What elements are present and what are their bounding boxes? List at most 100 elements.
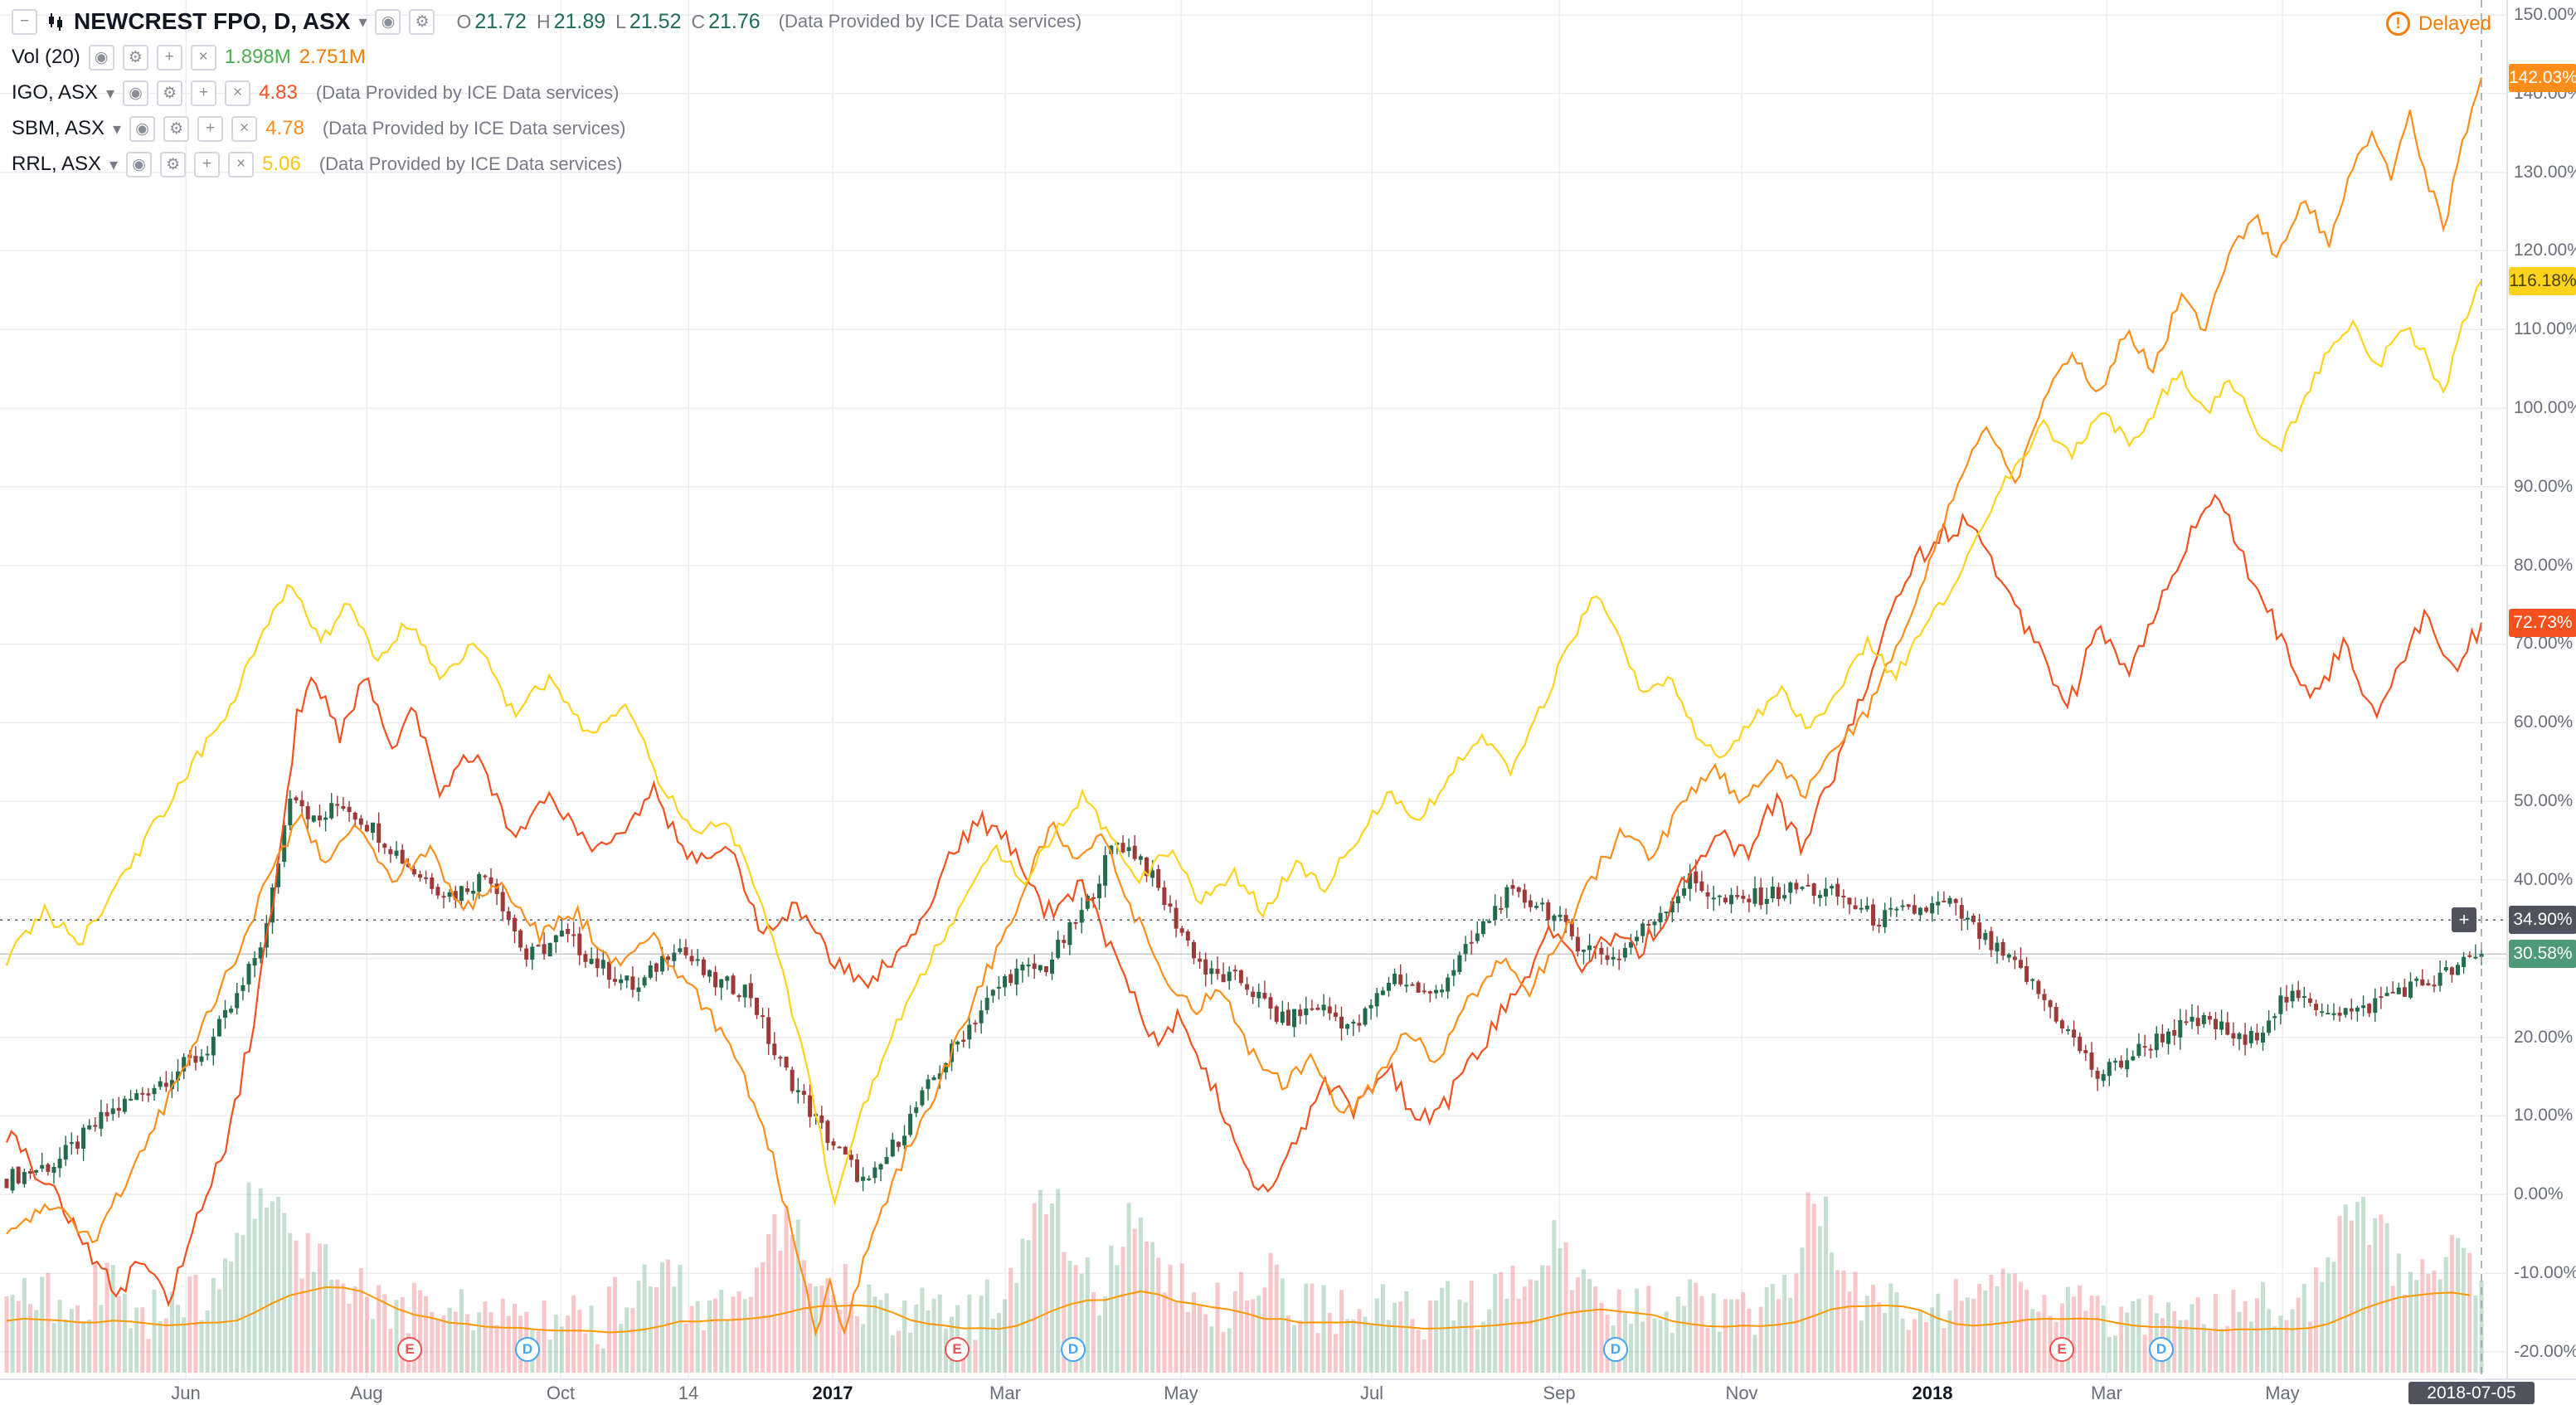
legend-row-rrl: RRL, ASX ▾ ◉ ⚙ + × 5.06 (Data Provided by ICE D…	[12, 149, 1081, 179]
price-badge: 72.73%	[2509, 608, 2576, 637]
dividends-marker[interactable]: D	[2149, 1337, 2174, 1362]
earnings-marker[interactable]: E	[397, 1337, 422, 1362]
igo-label[interactable]: IGO, ASX	[12, 81, 99, 104]
eye-icon[interactable]: ◉	[126, 151, 153, 177]
warning-icon: !	[2385, 12, 2410, 36]
price-badge: 30.58%	[2509, 940, 2576, 969]
price-badge: 142.03%	[2509, 63, 2576, 92]
close-icon[interactable]: ×	[225, 80, 251, 106]
y-axis-label: 90.00%	[2514, 476, 2574, 496]
dividends-marker[interactable]: D	[1061, 1337, 1086, 1362]
chart-pane[interactable]: − NEWCREST FPO, D, ASX ▾ ◉ ⚙ O 21.72 H 21.…	[0, 0, 2506, 1378]
x-axis-label: 2018	[1912, 1383, 1953, 1403]
gear-icon[interactable]: ⚙	[409, 8, 435, 35]
main-symbol-row: − NEWCREST FPO, D, ASX ▾ ◉ ⚙ O 21.72 H 21.…	[12, 7, 1081, 36]
y-axis-label: 0.00%	[2514, 1184, 2564, 1204]
open-value: 21.72	[474, 9, 527, 33]
y-axis-label: 40.00%	[2514, 869, 2574, 889]
legend-row-vol: Vol (20) ◉ ⚙ + × 1.898M 2.751M	[12, 42, 1081, 72]
sbm-label[interactable]: SBM, ASX	[12, 117, 105, 139]
x-axis-label: Sep	[1543, 1383, 1576, 1403]
gear-icon[interactable]: ⚙	[163, 115, 190, 142]
data-provider-note: (Data Provided by ICE Data services)	[778, 11, 1082, 32]
chart-type-icon	[46, 12, 66, 32]
x-axis-label: Jun	[171, 1383, 201, 1403]
plus-icon[interactable]: +	[156, 44, 182, 70]
legend-rows: Vol (20) ◉ ⚙ + × 1.898M 2.751M IGO, ASX ▾ ◉ ⚙ + × 4.8…	[12, 42, 1081, 179]
ohlc: O 21.72 H 21.89 L 21.52 C 21.76	[446, 10, 760, 34]
x-axis-label: 14	[678, 1383, 699, 1403]
x-axis-label: Nov	[1725, 1383, 1758, 1403]
y-axis-label: 110.00%	[2514, 319, 2576, 339]
price-axis[interactable]: 150.00% 140.00% 130.00% 120.00% 110.00% 100.0…	[2506, 0, 2576, 1378]
chevron-down-icon[interactable]: ▾	[358, 12, 367, 32]
igo-line[interactable]	[5, 493, 2483, 1308]
dividends-marker[interactable]: D	[1603, 1337, 1628, 1362]
eye-icon[interactable]: ◉	[88, 44, 114, 70]
compare-lines	[5, 77, 2483, 1337]
y-axis-label: 80.00%	[2514, 555, 2574, 575]
eye-icon[interactable]: ◉	[375, 8, 401, 35]
y-axis-label: 20.00%	[2514, 1027, 2574, 1047]
plus-icon[interactable]: +	[191, 80, 217, 106]
price-chart[interactable]	[0, 0, 2506, 1378]
x-axis-label: May	[1164, 1383, 1198, 1403]
close-icon[interactable]: ×	[231, 115, 258, 142]
sbm-value-0: 4.78	[265, 117, 304, 139]
delayed-badge[interactable]: ! Delayed	[2385, 12, 2491, 36]
x-axis-label: May	[2265, 1383, 2300, 1403]
x-axis-label: Mar	[989, 1383, 1021, 1403]
gear-icon[interactable]: ⚙	[160, 151, 187, 177]
collapse-icon[interactable]: −	[12, 8, 37, 35]
x-axis-label: Jul	[1359, 1383, 1384, 1403]
y-axis-label: 50.00%	[2514, 791, 2574, 811]
earnings-marker[interactable]: E	[945, 1337, 970, 1362]
close-icon[interactable]: ×	[190, 44, 216, 70]
rrl-line[interactable]	[5, 280, 2482, 1207]
low-label: L	[615, 10, 626, 32]
dividends-marker[interactable]: D	[515, 1337, 540, 1362]
price-badge: 116.18%	[2509, 266, 2576, 295]
x-axis-label: Oct	[546, 1383, 576, 1403]
x-axis-label: Mar	[2091, 1383, 2122, 1403]
gear-icon[interactable]: ⚙	[122, 44, 148, 70]
igo-value-0: 4.83	[259, 81, 298, 104]
y-axis-label: -10.00%	[2514, 1262, 2576, 1282]
vol-label[interactable]: Vol (20)	[12, 46, 80, 68]
volume-bars	[4, 1182, 2484, 1373]
time-axis[interactable]: 2018-07-05 Jun Aug Oct 14 2017 Mar May Jul Sep No…	[0, 1378, 2576, 1405]
data-provider-note: (Data Provided by ICE Data services)	[315, 82, 620, 103]
open-label: O	[456, 10, 472, 32]
y-axis-label: 150.00%	[2514, 5, 2576, 24]
close-label: C	[691, 10, 706, 32]
symbol-title[interactable]: NEWCREST FPO, D, ASX	[74, 8, 351, 34]
plus-icon[interactable]: +	[194, 151, 221, 177]
chevron-down-icon[interactable]: ▾	[106, 84, 115, 103]
delayed-label: Delayed	[2418, 12, 2491, 35]
legend: − NEWCREST FPO, D, ASX ▾ ◉ ⚙ O 21.72 H 21.…	[12, 7, 1081, 185]
chevron-down-icon[interactable]: ▾	[113, 119, 122, 139]
eye-icon[interactable]: ◉	[123, 80, 149, 106]
earnings-marker[interactable]: E	[2049, 1337, 2074, 1362]
rrl-label[interactable]: RRL, ASX	[12, 153, 102, 175]
chevron-down-icon[interactable]: ▾	[109, 155, 119, 174]
legend-row-igo: IGO, ASX ▾ ◉ ⚙ + × 4.83 (Data Provided by ICE D…	[12, 78, 1081, 108]
high-label: H	[536, 10, 551, 32]
y-axis-label: 100.00%	[2514, 398, 2576, 418]
add-alert-plus-button[interactable]: +	[2452, 907, 2476, 933]
y-axis-label: 60.00%	[2514, 712, 2574, 732]
y-axis-label: 130.00%	[2514, 162, 2576, 182]
legend-row-sbm: SBM, ASX ▾ ◉ ⚙ + × 4.78 (Data Provided by ICE D…	[12, 114, 1081, 143]
y-axis-label: 70.00%	[2514, 634, 2574, 654]
plus-icon[interactable]: +	[197, 115, 224, 142]
close-icon[interactable]: ×	[228, 151, 255, 177]
sbm-line[interactable]	[6, 77, 2483, 1337]
y-axis-label: 120.00%	[2514, 241, 2576, 260]
price-badge: 34.90%	[2509, 906, 2576, 935]
eye-icon[interactable]: ◉	[129, 115, 156, 142]
high-value: 21.89	[553, 9, 606, 33]
vol-value-0: 1.898M	[224, 46, 291, 68]
data-provider-note: (Data Provided by ICE Data services)	[318, 153, 623, 174]
gear-icon[interactable]: ⚙	[157, 80, 183, 106]
